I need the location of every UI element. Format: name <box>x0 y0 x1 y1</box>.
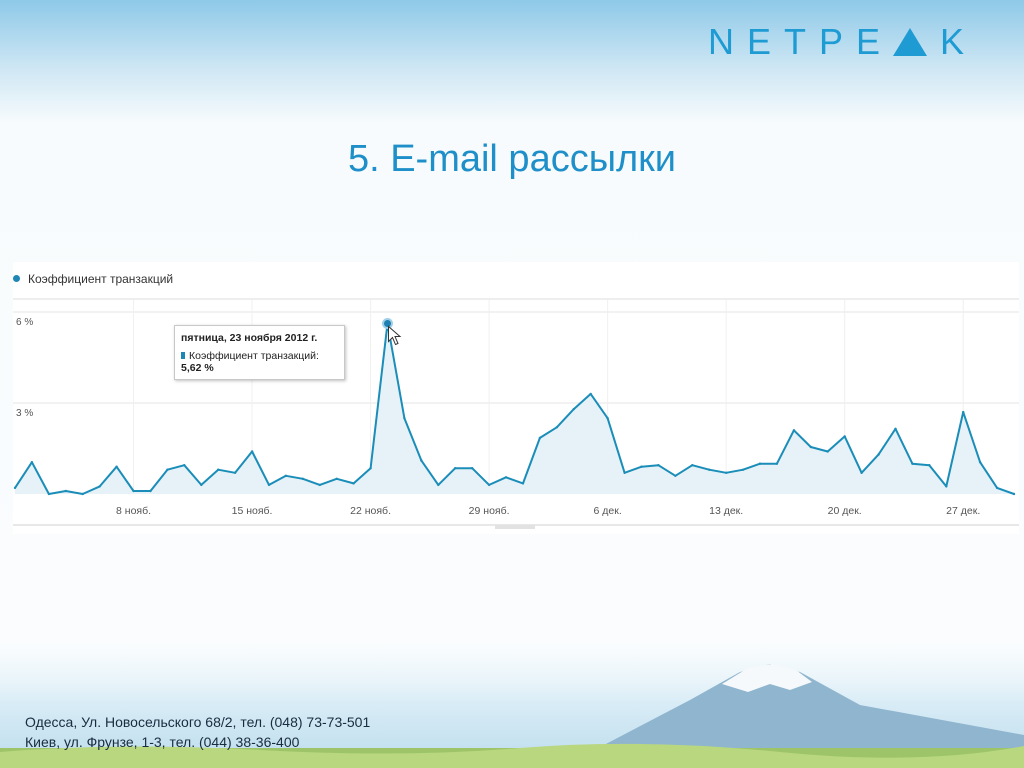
data-point <box>572 407 575 411</box>
data-point <box>792 429 796 432</box>
data-point <box>369 467 372 470</box>
data-point <box>30 461 34 464</box>
chart-tooltip: пятница, 23 ноября 2012 г. Коэффициент т… <box>174 325 345 380</box>
data-point <box>13 486 17 490</box>
data-point <box>403 417 406 420</box>
mouse-cursor-icon <box>388 325 402 346</box>
data-point <box>47 492 51 496</box>
data-point <box>995 486 999 490</box>
data-point <box>504 476 508 479</box>
data-point <box>708 468 711 471</box>
data-point <box>911 462 914 465</box>
data-point <box>454 467 457 470</box>
data-point <box>758 462 762 465</box>
data-point <box>64 489 67 493</box>
data-point <box>860 471 863 474</box>
data-point <box>166 468 169 471</box>
legend-dot-icon <box>13 275 20 282</box>
x-tick-label: 6 дек. <box>594 505 622 517</box>
footer-contacts: Одесса, Ул. Новосельского 68/2, тел. (04… <box>25 712 370 752</box>
footer-address-odessa: Одесса, Ул. Новосельского 68/2, тел. (04… <box>25 714 371 730</box>
y-tick-label: 3 % <box>16 408 33 419</box>
highlight-point <box>382 318 394 330</box>
data-point <box>657 464 660 467</box>
series-line <box>14 322 1015 495</box>
line-chart: 6 % 3 % 8 нояб. 15 нояб. 22 нояб. 29 нояб. 6 д… <box>13 298 1019 529</box>
scroll-handle <box>495 525 535 529</box>
data-point <box>1012 492 1016 496</box>
data-point <box>217 468 220 471</box>
data-point <box>318 483 321 487</box>
tooltip-value: 5,62 % <box>181 362 214 374</box>
x-tick-label: 15 нояб. <box>232 505 273 517</box>
data-point <box>894 427 897 430</box>
data-point <box>233 471 237 474</box>
netpeak-logo: NETPE K <box>708 21 978 62</box>
logo-triangle-icon <box>893 28 928 56</box>
data-point <box>149 489 152 493</box>
data-point <box>267 483 271 487</box>
footer-address-kiev: Киев, ул. Фрунзе, 1-3, тел. (044) 38-36-… <box>25 734 300 750</box>
data-point <box>335 477 338 480</box>
tooltip-series-icon <box>181 352 185 359</box>
data-point <box>301 477 304 480</box>
x-tick-label: 29 нояб. <box>469 505 510 517</box>
data-point <box>487 483 491 487</box>
data-point <box>555 426 558 429</box>
data-point <box>250 450 254 453</box>
data-point <box>928 464 931 467</box>
data-point <box>606 417 609 420</box>
data-point <box>183 464 186 467</box>
data-point <box>725 471 728 474</box>
data-point <box>623 471 626 474</box>
data-point <box>962 410 965 414</box>
data-point <box>115 465 118 468</box>
tooltip-date: пятница, 23 ноября 2012 г. <box>181 332 318 344</box>
x-tick-label: 8 нояб. <box>116 505 151 517</box>
data-point <box>352 482 355 485</box>
data-point <box>809 445 812 449</box>
data-point <box>420 459 423 462</box>
data-point <box>589 392 592 396</box>
data-point <box>521 482 525 485</box>
data-point <box>538 436 542 440</box>
data-point <box>640 465 643 468</box>
data-point <box>132 489 135 493</box>
x-tick-label: 22 нояб. <box>350 505 391 517</box>
data-point <box>674 474 677 477</box>
tooltip-metric: Коэффициент транзакций: <box>189 350 319 362</box>
data-point <box>200 483 203 487</box>
legend-label: Коэффициент транзакций <box>28 272 174 286</box>
x-tick-label: 13 дек. <box>709 505 743 517</box>
data-point <box>775 462 779 465</box>
x-tick-label: 20 дек. <box>828 505 862 517</box>
data-point <box>81 492 84 496</box>
data-point <box>437 483 440 487</box>
data-point <box>843 435 846 438</box>
data-point <box>978 461 982 464</box>
data-point <box>471 467 474 470</box>
y-tick-label: 6 % <box>16 317 33 328</box>
data-point <box>691 464 694 467</box>
data-point <box>945 485 948 488</box>
data-point <box>741 468 745 471</box>
slide-title: 5. E-mail рассылки <box>347 138 677 180</box>
chart-legend: Коэффициент транзакций <box>13 272 173 290</box>
data-point <box>877 453 880 456</box>
x-tick-label: 27 дек. <box>946 505 980 517</box>
data-point <box>284 474 288 477</box>
chart-panel: Коэффициент транзакций 6 % 3 % 8 нояб. 15 н… <box>13 262 1019 534</box>
data-point <box>98 485 101 488</box>
series-area <box>15 323 1014 494</box>
data-point <box>826 450 829 453</box>
